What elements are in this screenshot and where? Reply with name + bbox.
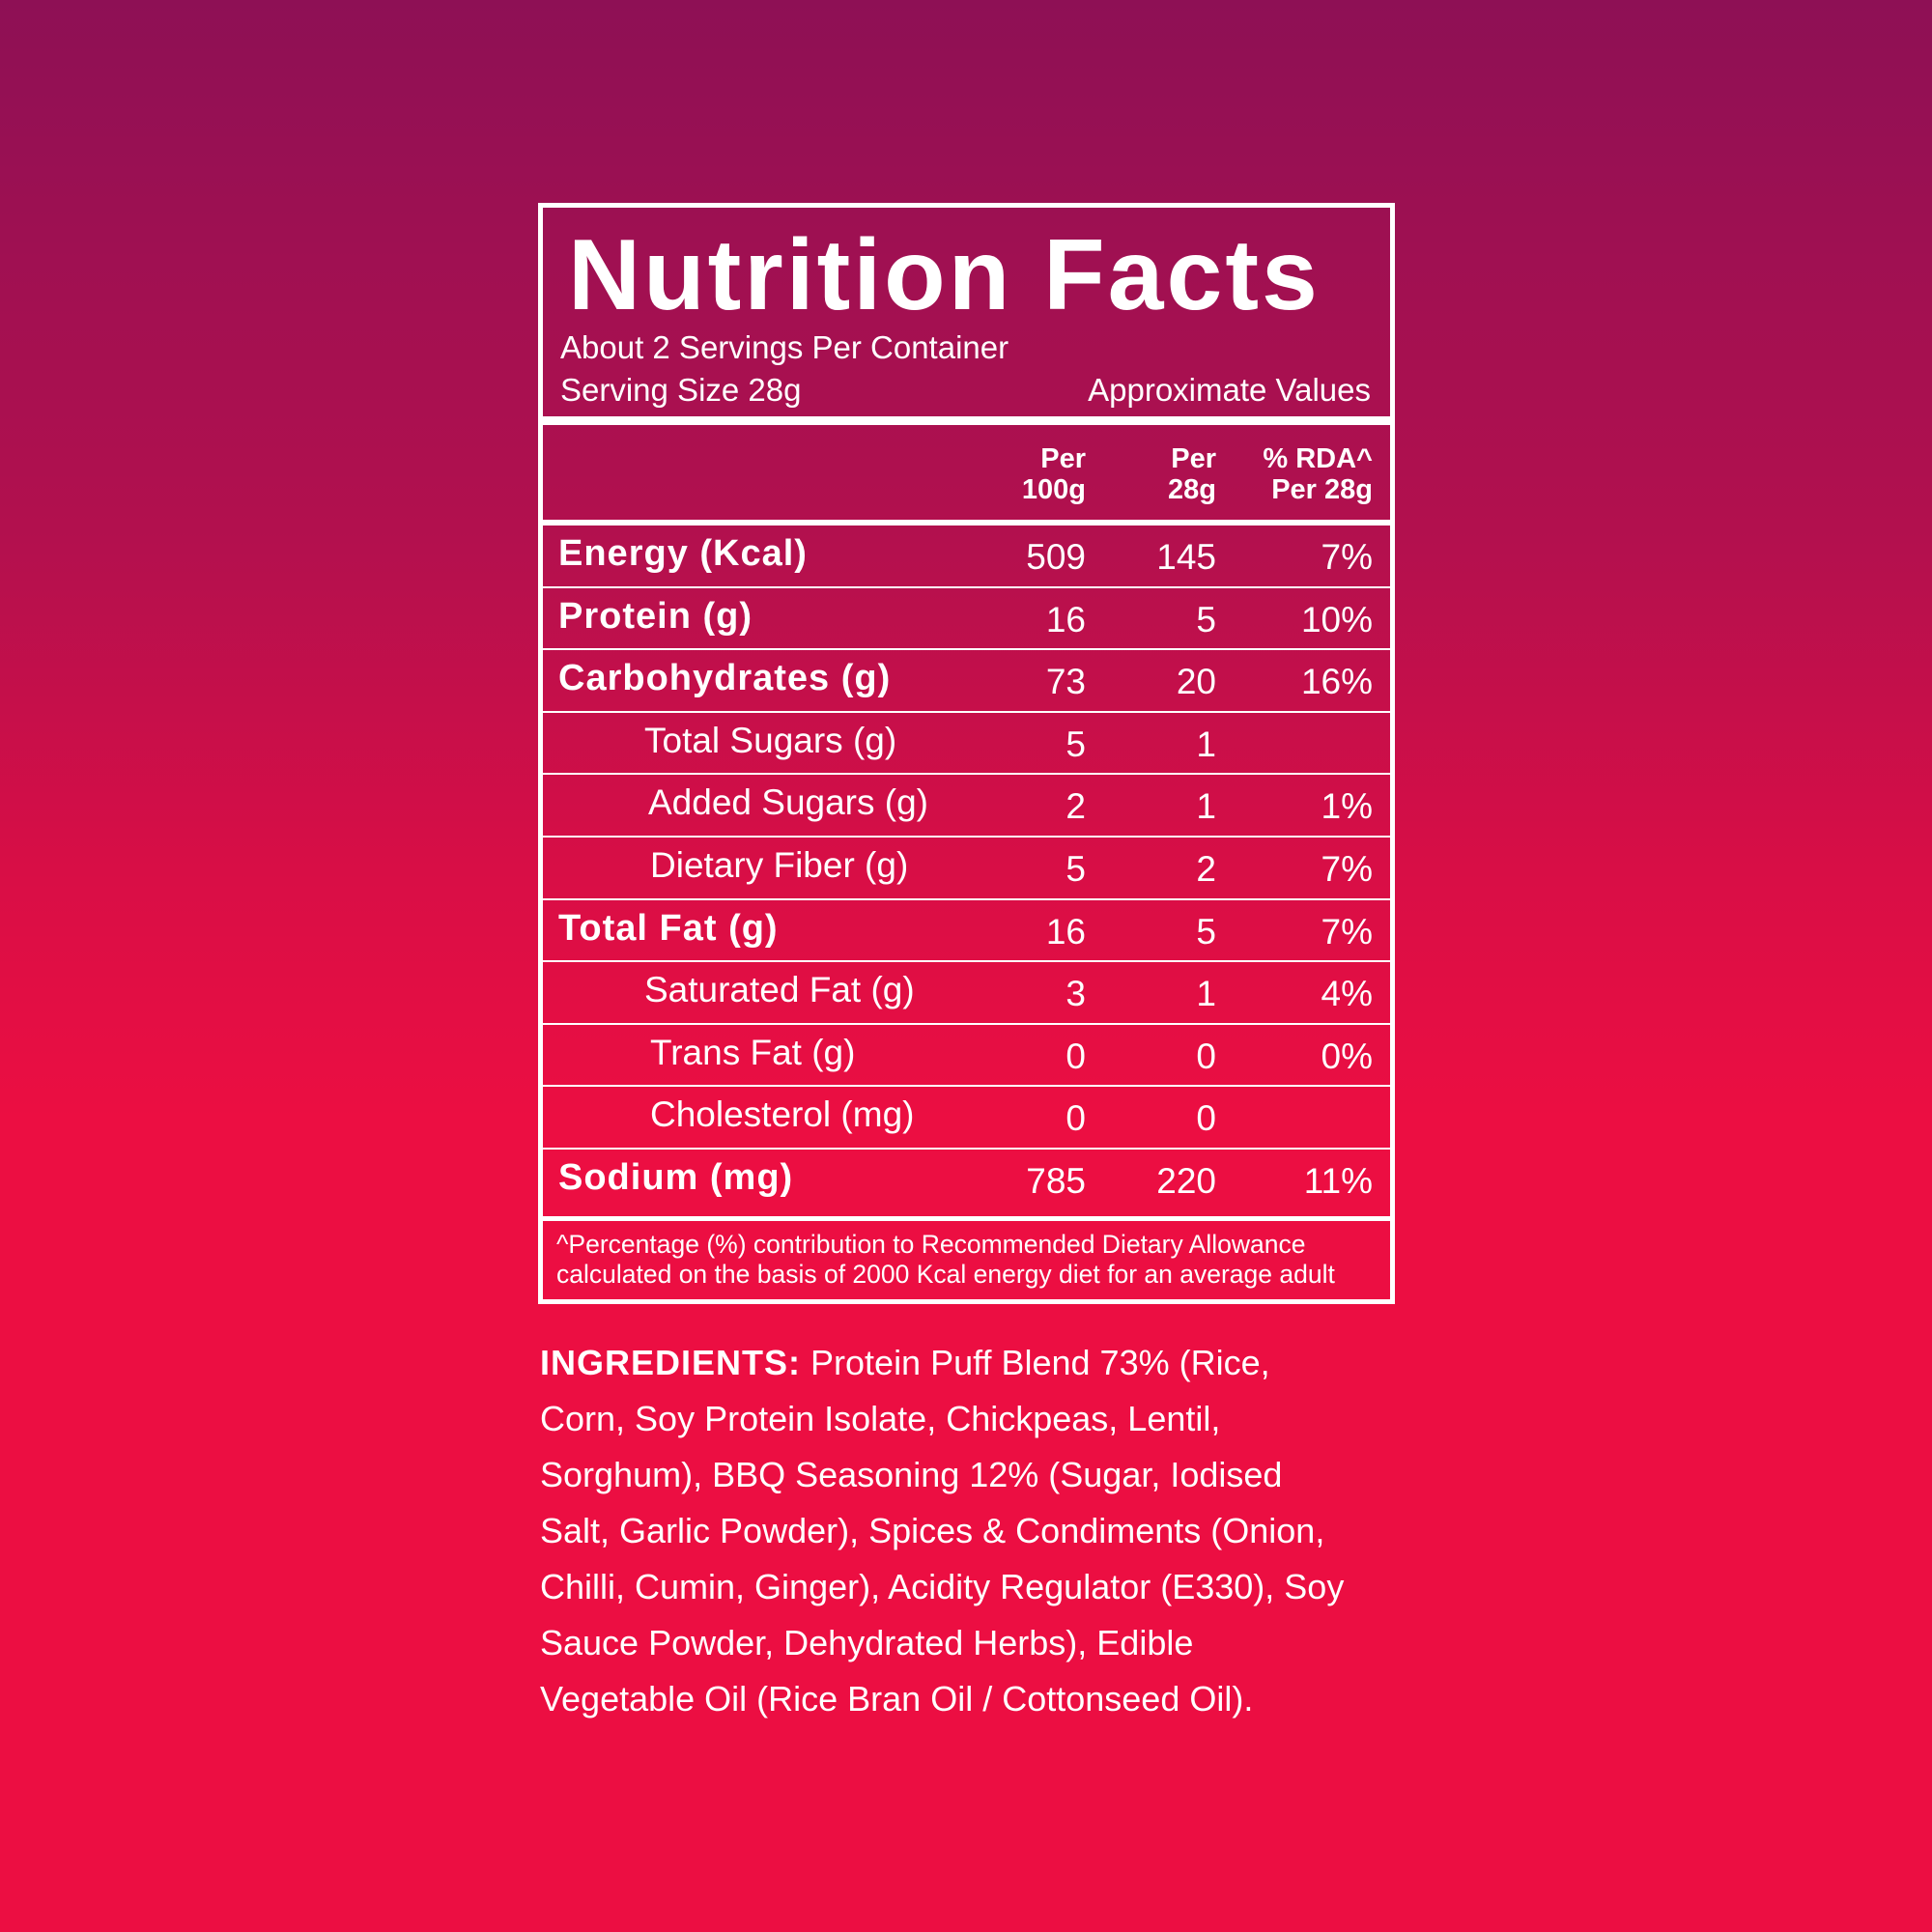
nutrient-row: Added Sugars (g) 2 1 1% bbox=[543, 775, 1390, 838]
ingredients-line: Vegetable Oil (Rice Bran Oil / Cottonsee… bbox=[540, 1679, 1254, 1719]
nutrient-name: Trans Fat (g) bbox=[650, 1032, 856, 1072]
row-divider bbox=[543, 773, 1390, 776]
rda-footnote: ^Percentage (%) contribution to Recommen… bbox=[556, 1230, 1335, 1290]
nutrient-row: Total Sugars (g) 5 1 bbox=[543, 713, 1390, 776]
nutrient-name: Cholesterol (mg) bbox=[650, 1094, 915, 1135]
footnote-line: ^Percentage (%) contribution to Recommen… bbox=[556, 1230, 1306, 1259]
value-per28: 145 bbox=[1156, 537, 1216, 577]
column-header-per-100g: Per 100g bbox=[1022, 443, 1086, 505]
value-per28: 2 bbox=[1196, 849, 1216, 889]
nutrient-row: Protein (g) 16 5 10% bbox=[543, 588, 1390, 651]
row-divider bbox=[543, 960, 1390, 963]
value-per28: 0 bbox=[1196, 1036, 1216, 1076]
column-header-line: % RDA^ bbox=[1263, 443, 1373, 474]
divider bbox=[543, 416, 1390, 425]
serving-size: Serving Size 28g bbox=[560, 372, 802, 408]
ingredients-line: Corn, Soy Protein Isolate, Chickpeas, Le… bbox=[540, 1399, 1221, 1438]
nutrient-name: Total Sugars (g) bbox=[644, 720, 897, 760]
approximate-values-note: Approximate Values bbox=[1088, 372, 1371, 408]
nutrient-row: Total Fat (g) 16 5 7% bbox=[543, 900, 1390, 963]
value-per100: 73 bbox=[1045, 662, 1086, 702]
servings-per-container: About 2 Servings Per Container bbox=[560, 329, 1009, 365]
value-per28: 5 bbox=[1196, 911, 1216, 952]
nutrient-name: Energy (Kcal) bbox=[558, 533, 808, 574]
column-header-rda: % RDA^ Per 28g bbox=[1263, 443, 1373, 505]
row-divider bbox=[543, 585, 1390, 588]
nutrient-row: Energy (Kcal) 509 145 7% bbox=[543, 526, 1390, 588]
nutrient-row: Saturated Fat (g) 3 1 4% bbox=[543, 962, 1390, 1025]
divider bbox=[543, 520, 1390, 526]
row-divider bbox=[543, 710, 1390, 713]
value-rda: 0% bbox=[1321, 1036, 1373, 1076]
value-rda: 7% bbox=[1321, 849, 1373, 889]
value-per28: 220 bbox=[1156, 1161, 1216, 1201]
value-per100: 16 bbox=[1045, 599, 1086, 639]
row-divider bbox=[543, 835, 1390, 838]
nutrient-row: Carbohydrates (g) 73 20 16% bbox=[543, 650, 1390, 713]
value-per28: 1 bbox=[1196, 974, 1216, 1014]
panel-title: Nutrition Facts bbox=[568, 219, 1321, 331]
value-per28: 0 bbox=[1196, 1098, 1216, 1139]
nutrient-name: Total Fat (g) bbox=[558, 907, 779, 949]
nutrition-facts-panel: Nutrition Facts About 2 Servings Per Con… bbox=[538, 203, 1395, 1304]
column-header-line: Per bbox=[1171, 443, 1216, 474]
value-per28: 5 bbox=[1196, 599, 1216, 639]
value-per100: 3 bbox=[1065, 974, 1086, 1014]
nutrient-name: Saturated Fat (g) bbox=[644, 970, 915, 1010]
value-per28: 1 bbox=[1196, 724, 1216, 764]
ingredients-heading: INGREDIENTS: bbox=[540, 1343, 802, 1382]
value-rda: 7% bbox=[1321, 537, 1373, 577]
nutrient-name: Protein (g) bbox=[558, 595, 753, 637]
row-divider bbox=[543, 897, 1390, 900]
nutrient-row: Trans Fat (g) 0 0 0% bbox=[543, 1025, 1390, 1088]
row-divider bbox=[543, 1147, 1390, 1150]
ingredients-line: Sauce Powder, Dehydrated Herbs), Edible bbox=[540, 1623, 1194, 1662]
value-per100: 785 bbox=[1026, 1161, 1086, 1201]
value-per100: 16 bbox=[1045, 911, 1086, 952]
ingredients-list: INGREDIENTS: Protein Puff Blend 73% (Ric… bbox=[540, 1335, 1344, 1727]
nutrient-row: Cholesterol (mg) 0 0 bbox=[543, 1087, 1390, 1150]
value-per28: 20 bbox=[1176, 662, 1216, 702]
column-header-line: 28g bbox=[1168, 474, 1216, 505]
nutrient-row: Sodium (mg) 785 220 11% bbox=[543, 1150, 1390, 1212]
nutrient-name: Carbohydrates (g) bbox=[558, 658, 892, 699]
footnote-line: calculated on the basis of 2000 Kcal ene… bbox=[556, 1260, 1335, 1289]
column-header-per-28g: Per 28g bbox=[1168, 443, 1216, 505]
column-header-line: Per 28g bbox=[1271, 474, 1373, 505]
value-rda: 1% bbox=[1321, 786, 1373, 827]
value-rda: 11% bbox=[1303, 1161, 1373, 1201]
value-rda: 16% bbox=[1300, 662, 1373, 702]
value-rda: 7% bbox=[1321, 911, 1373, 952]
divider bbox=[543, 1216, 1390, 1221]
value-per100: 0 bbox=[1065, 1036, 1086, 1076]
nutrient-name: Added Sugars (g) bbox=[648, 782, 929, 823]
column-header-line: Per bbox=[1040, 443, 1086, 474]
row-divider bbox=[543, 1022, 1390, 1025]
value-per28: 1 bbox=[1196, 786, 1216, 827]
value-per100: 0 bbox=[1065, 1098, 1086, 1139]
nutrient-name: Sodium (mg) bbox=[558, 1157, 794, 1198]
value-per100: 509 bbox=[1026, 537, 1086, 577]
ingredients-text: Protein Puff Blend 73% (Rice, bbox=[801, 1343, 1270, 1382]
ingredients-line: Sorghum), BBQ Seasoning 12% (Sugar, Iodi… bbox=[540, 1455, 1283, 1494]
ingredients-line: INGREDIENTS: Protein Puff Blend 73% (Ric… bbox=[540, 1335, 1344, 1391]
ingredients-line: Chilli, Cumin, Ginger), Acidity Regulato… bbox=[540, 1567, 1345, 1606]
ingredients-line: Salt, Garlic Powder), Spices & Condiment… bbox=[540, 1511, 1325, 1550]
nutrient-name: Dietary Fiber (g) bbox=[650, 845, 909, 885]
value-rda: 4% bbox=[1321, 974, 1373, 1014]
value-per100: 5 bbox=[1065, 724, 1086, 764]
nutrient-row: Dietary Fiber (g) 5 2 7% bbox=[543, 838, 1390, 900]
value-per100: 5 bbox=[1065, 849, 1086, 889]
row-divider bbox=[543, 1085, 1390, 1088]
value-rda: 10% bbox=[1300, 599, 1373, 639]
row-divider bbox=[543, 648, 1390, 651]
column-header-line: 100g bbox=[1021, 474, 1086, 505]
value-per100: 2 bbox=[1065, 786, 1086, 827]
